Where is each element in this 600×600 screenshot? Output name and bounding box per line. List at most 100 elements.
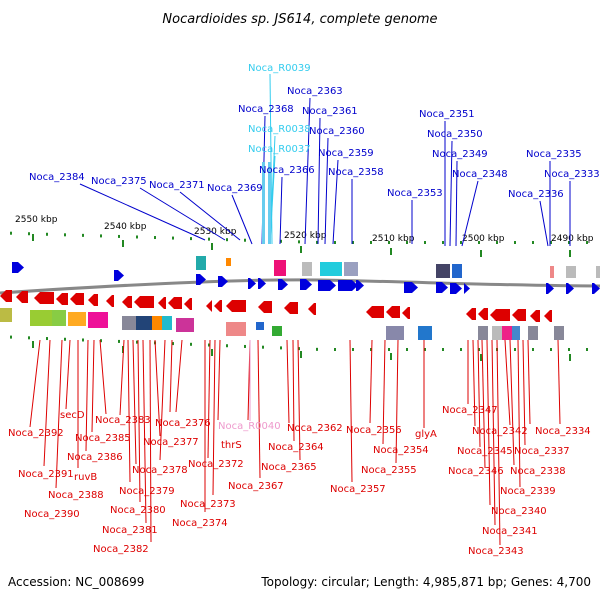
gene-label[interactable]: Noca_2373 [180,499,236,510]
gene-label[interactable]: Noca_2360 [309,126,365,137]
gene-label[interactable]: glyA [415,429,437,440]
label-leader-line [504,339,511,426]
gene-label[interactable]: Noca_2350 [427,129,483,140]
gene-label[interactable]: Noca_2363 [287,86,343,97]
gene-label[interactable]: Noca_2374 [172,518,228,529]
label-leader-line [231,194,253,245]
gene-label[interactable]: Noca_2364 [268,442,324,453]
label-leader-line [159,339,166,461]
gene-label[interactable]: Noca_2392 [8,428,64,439]
gene-label[interactable]: thrS [221,440,242,451]
gene-label[interactable]: Noca_2342 [472,426,528,437]
gene-label[interactable]: Noca_2337 [514,446,570,457]
gene-label[interactable]: Noca_2353 [387,188,443,199]
reverse-gene-arrow [122,296,132,308]
gene-label[interactable]: Noca_2343 [468,546,524,557]
feature-box [550,266,554,278]
gene-label[interactable]: Noca_2375 [91,176,147,187]
label-leader-line [207,339,211,459]
gene-label[interactable]: Noca_2361 [302,106,358,117]
scale-ticks [10,231,588,361]
gene-label[interactable]: Noca_2376 [155,418,211,429]
scale-tick [136,235,138,239]
gene-label[interactable]: Noca_2382 [93,544,149,555]
scale-tick [388,241,390,244]
gene-label[interactable]: Noca_2390 [24,509,80,520]
feature-box [68,312,86,326]
gene-label[interactable]: Noca_2368 [238,104,294,115]
gene-label[interactable]: Noca_2348 [452,169,508,180]
scale-major-tick [300,351,302,358]
scale-tick [298,347,300,351]
scale-tick [190,237,192,241]
gene-label[interactable]: Noca_2369 [207,183,263,194]
reverse-gene-arrow [226,300,246,312]
rna-feature [268,162,271,244]
gene-label[interactable]: Noca_2377 [143,437,199,448]
feature-box [256,322,264,330]
gene-label[interactable]: Noca_2383 [95,415,151,426]
scale-major-tick [390,248,392,255]
gene-label[interactable]: Noca_2362 [287,423,343,434]
gene-label[interactable]: Noca_R0040 [218,421,281,432]
gene-label[interactable]: Noca_2367 [228,481,284,492]
gene-label[interactable]: Noca_2334 [535,426,591,437]
gene-label[interactable]: Noca_2335 [526,149,582,160]
scale-labels: 2550 kbp 2540 kbp 2530 kbp 2520 kbp 2510… [15,215,594,244]
gene-label[interactable]: Noca_2366 [259,165,315,176]
gene-label[interactable]: Noca_2346 [448,466,504,477]
gene-label[interactable]: Noca_2384 [29,172,85,183]
feature-box [344,262,358,276]
label-leader-line [477,339,481,448]
label-leader-line [557,339,561,425]
scale-tick [280,346,282,350]
gene-label[interactable]: Noca_2381 [102,525,158,536]
gene-label[interactable]: Noca_R0039 [248,63,311,74]
label-leader-line [132,339,137,465]
gene-label[interactable]: Noca_2365 [261,462,317,473]
label-leader-line [65,339,71,410]
gene-label[interactable]: Noca_2355 [361,465,417,476]
gene-label[interactable]: Noca_2351 [419,109,475,120]
gene-label[interactable]: Noca_2358 [328,167,384,178]
scale-tick [424,348,426,351]
gene-label[interactable]: Noca_2386 [67,452,123,463]
gene-label[interactable]: Noca_R0038 [248,124,311,135]
gene-label[interactable]: Noca_2391 [18,469,74,480]
gene-label[interactable]: Noca_2371 [149,180,205,191]
feature-box [512,326,520,340]
gene-label[interactable]: Noca_2357 [330,484,386,495]
scale-tick [118,339,120,343]
gene-label[interactable]: Noca_2336 [508,189,564,200]
scale-tick [496,241,498,244]
scale-major-tick [300,246,302,253]
gene-label[interactable]: Noca_2378 [132,465,188,476]
gene-label[interactable]: Noca_2340 [491,506,547,517]
gene-label[interactable]: secD [60,410,85,421]
rna-feature [262,162,265,244]
gene-label[interactable]: Noca_2359 [318,148,374,159]
scale-tick [136,340,138,344]
gene-label[interactable]: Noca_2354 [373,445,429,456]
scale-tick [316,240,318,244]
gene-label[interactable]: Noca_2338 [510,466,566,477]
gene-label[interactable]: Noca_2379 [119,486,175,497]
gene-label[interactable]: Noca_2385 [75,433,131,444]
gene-label[interactable]: Noca_2333 [544,169,600,180]
gene-label[interactable]: Noca_2339 [500,486,556,497]
reverse-gene-arrow [466,308,476,320]
scale-tick [82,338,84,342]
gene-label[interactable]: Noca_2345 [457,446,513,457]
gene-label[interactable]: Noca_2347 [442,405,498,416]
gene-label[interactable]: Noca_2388 [48,490,104,501]
label-leader-line [127,339,131,483]
gene-label[interactable]: Noca_2356 [346,425,402,436]
gene-label[interactable]: Noca_2380 [110,505,166,516]
forward-gene-arrow [464,283,470,294]
gene-label[interactable]: ruvB [74,472,97,483]
gene-label[interactable]: Noca_R0037 [248,144,311,155]
label-leader-line [154,339,161,437]
gene-label[interactable]: Noca_2372 [188,459,244,470]
gene-label[interactable]: Noca_2349 [432,149,488,160]
gene-label[interactable]: Noca_2341 [482,526,538,537]
